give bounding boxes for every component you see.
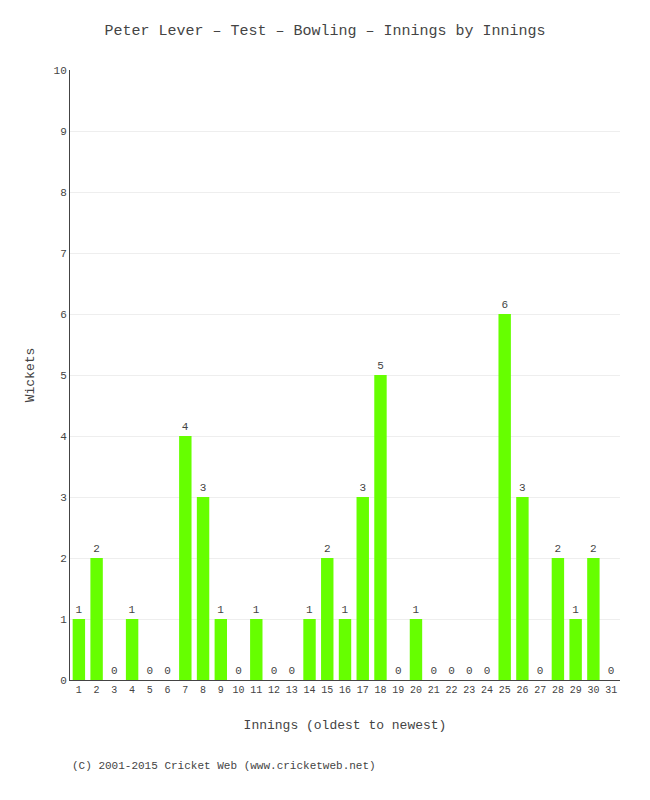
- svg-text:1: 1: [342, 604, 349, 616]
- svg-text:22: 22: [445, 685, 457, 696]
- svg-text:8: 8: [200, 685, 206, 696]
- svg-text:12: 12: [268, 685, 280, 696]
- svg-text:3: 3: [359, 482, 366, 494]
- svg-text:0: 0: [448, 665, 455, 677]
- svg-text:4: 4: [182, 421, 189, 433]
- svg-text:0: 0: [147, 665, 154, 677]
- svg-text:0: 0: [466, 665, 473, 677]
- svg-text:Wickets: Wickets: [23, 348, 38, 403]
- svg-text:Peter Lever – Test – Bowling –: Peter Lever – Test – Bowling – Innings b…: [104, 23, 545, 40]
- svg-text:10: 10: [54, 65, 67, 77]
- svg-text:2: 2: [94, 685, 100, 696]
- svg-text:24: 24: [481, 685, 493, 696]
- svg-text:0: 0: [60, 675, 67, 687]
- svg-text:0: 0: [395, 665, 402, 677]
- svg-text:0: 0: [164, 665, 171, 677]
- svg-text:18: 18: [374, 685, 386, 696]
- svg-text:1: 1: [60, 614, 67, 626]
- svg-text:28: 28: [552, 685, 564, 696]
- svg-text:6: 6: [501, 299, 508, 311]
- svg-text:7: 7: [60, 248, 67, 260]
- svg-text:29: 29: [570, 685, 582, 696]
- svg-text:14: 14: [304, 685, 316, 696]
- svg-text:3: 3: [60, 492, 67, 504]
- svg-text:26: 26: [516, 685, 528, 696]
- svg-text:1: 1: [129, 604, 136, 616]
- svg-text:13: 13: [286, 685, 298, 696]
- svg-text:8: 8: [60, 187, 67, 199]
- svg-text:20: 20: [410, 685, 422, 696]
- svg-text:16: 16: [339, 685, 351, 696]
- svg-text:1: 1: [253, 604, 260, 616]
- svg-text:1: 1: [572, 604, 579, 616]
- svg-text:4: 4: [60, 431, 67, 443]
- svg-text:0: 0: [608, 665, 615, 677]
- svg-text:0: 0: [271, 665, 278, 677]
- svg-text:5: 5: [377, 360, 384, 372]
- svg-text:0: 0: [537, 665, 544, 677]
- svg-text:1: 1: [217, 604, 224, 616]
- svg-text:2: 2: [324, 543, 331, 555]
- svg-text:10: 10: [233, 685, 245, 696]
- svg-text:0: 0: [235, 665, 242, 677]
- svg-text:1: 1: [75, 604, 82, 616]
- svg-text:17: 17: [357, 685, 369, 696]
- svg-text:4: 4: [129, 685, 135, 696]
- svg-text:5: 5: [60, 370, 67, 382]
- svg-text:15: 15: [321, 685, 333, 696]
- svg-text:2: 2: [93, 543, 100, 555]
- svg-text:1: 1: [412, 604, 419, 616]
- svg-text:7: 7: [182, 685, 188, 696]
- svg-text:0: 0: [288, 665, 295, 677]
- svg-text:30: 30: [587, 685, 599, 696]
- svg-text:0: 0: [430, 665, 437, 677]
- svg-text:11: 11: [250, 685, 262, 696]
- svg-text:0: 0: [484, 665, 491, 677]
- svg-text:2: 2: [590, 543, 597, 555]
- svg-text:5: 5: [147, 685, 153, 696]
- svg-text:31: 31: [605, 685, 617, 696]
- svg-text:3: 3: [111, 685, 117, 696]
- svg-text:(C) 2001-2015 Cricket Web (www: (C) 2001-2015 Cricket Web (www.cricketwe…: [72, 760, 376, 772]
- svg-text:2: 2: [555, 543, 562, 555]
- svg-text:6: 6: [60, 309, 67, 321]
- svg-text:9: 9: [60, 126, 67, 138]
- svg-text:23: 23: [463, 685, 475, 696]
- svg-text:3: 3: [200, 482, 207, 494]
- svg-text:25: 25: [499, 685, 511, 696]
- svg-text:19: 19: [392, 685, 404, 696]
- svg-text:Innings (oldest to newest): Innings (oldest to newest): [244, 718, 447, 733]
- svg-text:0: 0: [111, 665, 118, 677]
- svg-text:1: 1: [76, 685, 82, 696]
- svg-text:9: 9: [218, 685, 224, 696]
- svg-text:3: 3: [519, 482, 526, 494]
- svg-text:1: 1: [306, 604, 313, 616]
- svg-text:6: 6: [165, 685, 171, 696]
- svg-text:2: 2: [60, 553, 67, 565]
- svg-text:21: 21: [428, 685, 440, 696]
- svg-text:27: 27: [534, 685, 546, 696]
